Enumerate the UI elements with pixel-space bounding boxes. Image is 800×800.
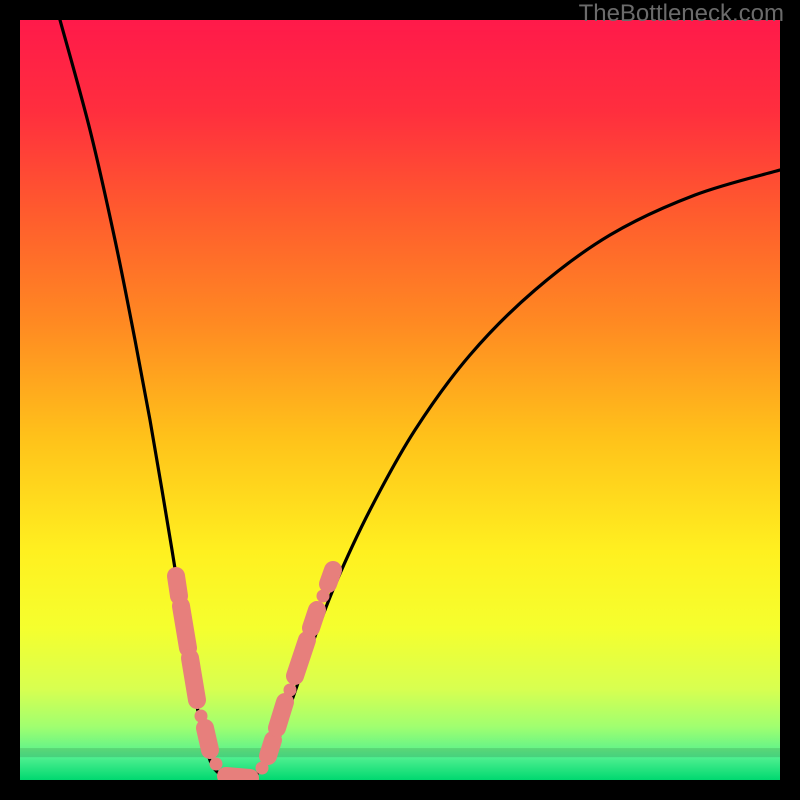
chart-root: TheBottleneck.com <box>0 0 800 800</box>
bead-left-capsule-1 <box>181 606 188 648</box>
bead-right-dot-3 <box>284 684 297 697</box>
bead-left-capsule-0 <box>176 576 179 596</box>
bead-right-capsule-2 <box>277 702 285 728</box>
curve-group <box>60 20 780 779</box>
bead-left-capsule-4 <box>205 728 210 750</box>
chart-svg <box>0 0 800 800</box>
bead-right-capsule-4 <box>295 640 307 676</box>
bead-left-dot-5 <box>210 758 223 771</box>
bead-bottom-capsule-0 <box>226 776 250 778</box>
bead-group <box>176 570 333 778</box>
bead-left-capsule-2 <box>190 658 197 700</box>
curve-left-arm <box>60 20 238 779</box>
bead-right-capsule-1 <box>268 740 273 756</box>
bead-right-capsule-5 <box>311 610 317 628</box>
watermark-text: TheBottleneck.com <box>579 0 784 28</box>
bottom-shadow <box>20 748 780 757</box>
curve-right-arm <box>238 170 780 779</box>
bead-right-capsule-7 <box>328 570 333 584</box>
